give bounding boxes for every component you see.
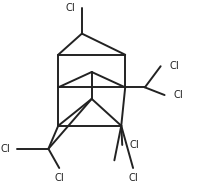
Text: Cl: Cl <box>129 140 138 150</box>
Text: Cl: Cl <box>65 3 75 13</box>
Text: Cl: Cl <box>0 144 10 154</box>
Text: Cl: Cl <box>54 173 64 183</box>
Text: Cl: Cl <box>173 90 182 100</box>
Text: Cl: Cl <box>169 61 178 71</box>
Text: Cl: Cl <box>128 173 137 183</box>
